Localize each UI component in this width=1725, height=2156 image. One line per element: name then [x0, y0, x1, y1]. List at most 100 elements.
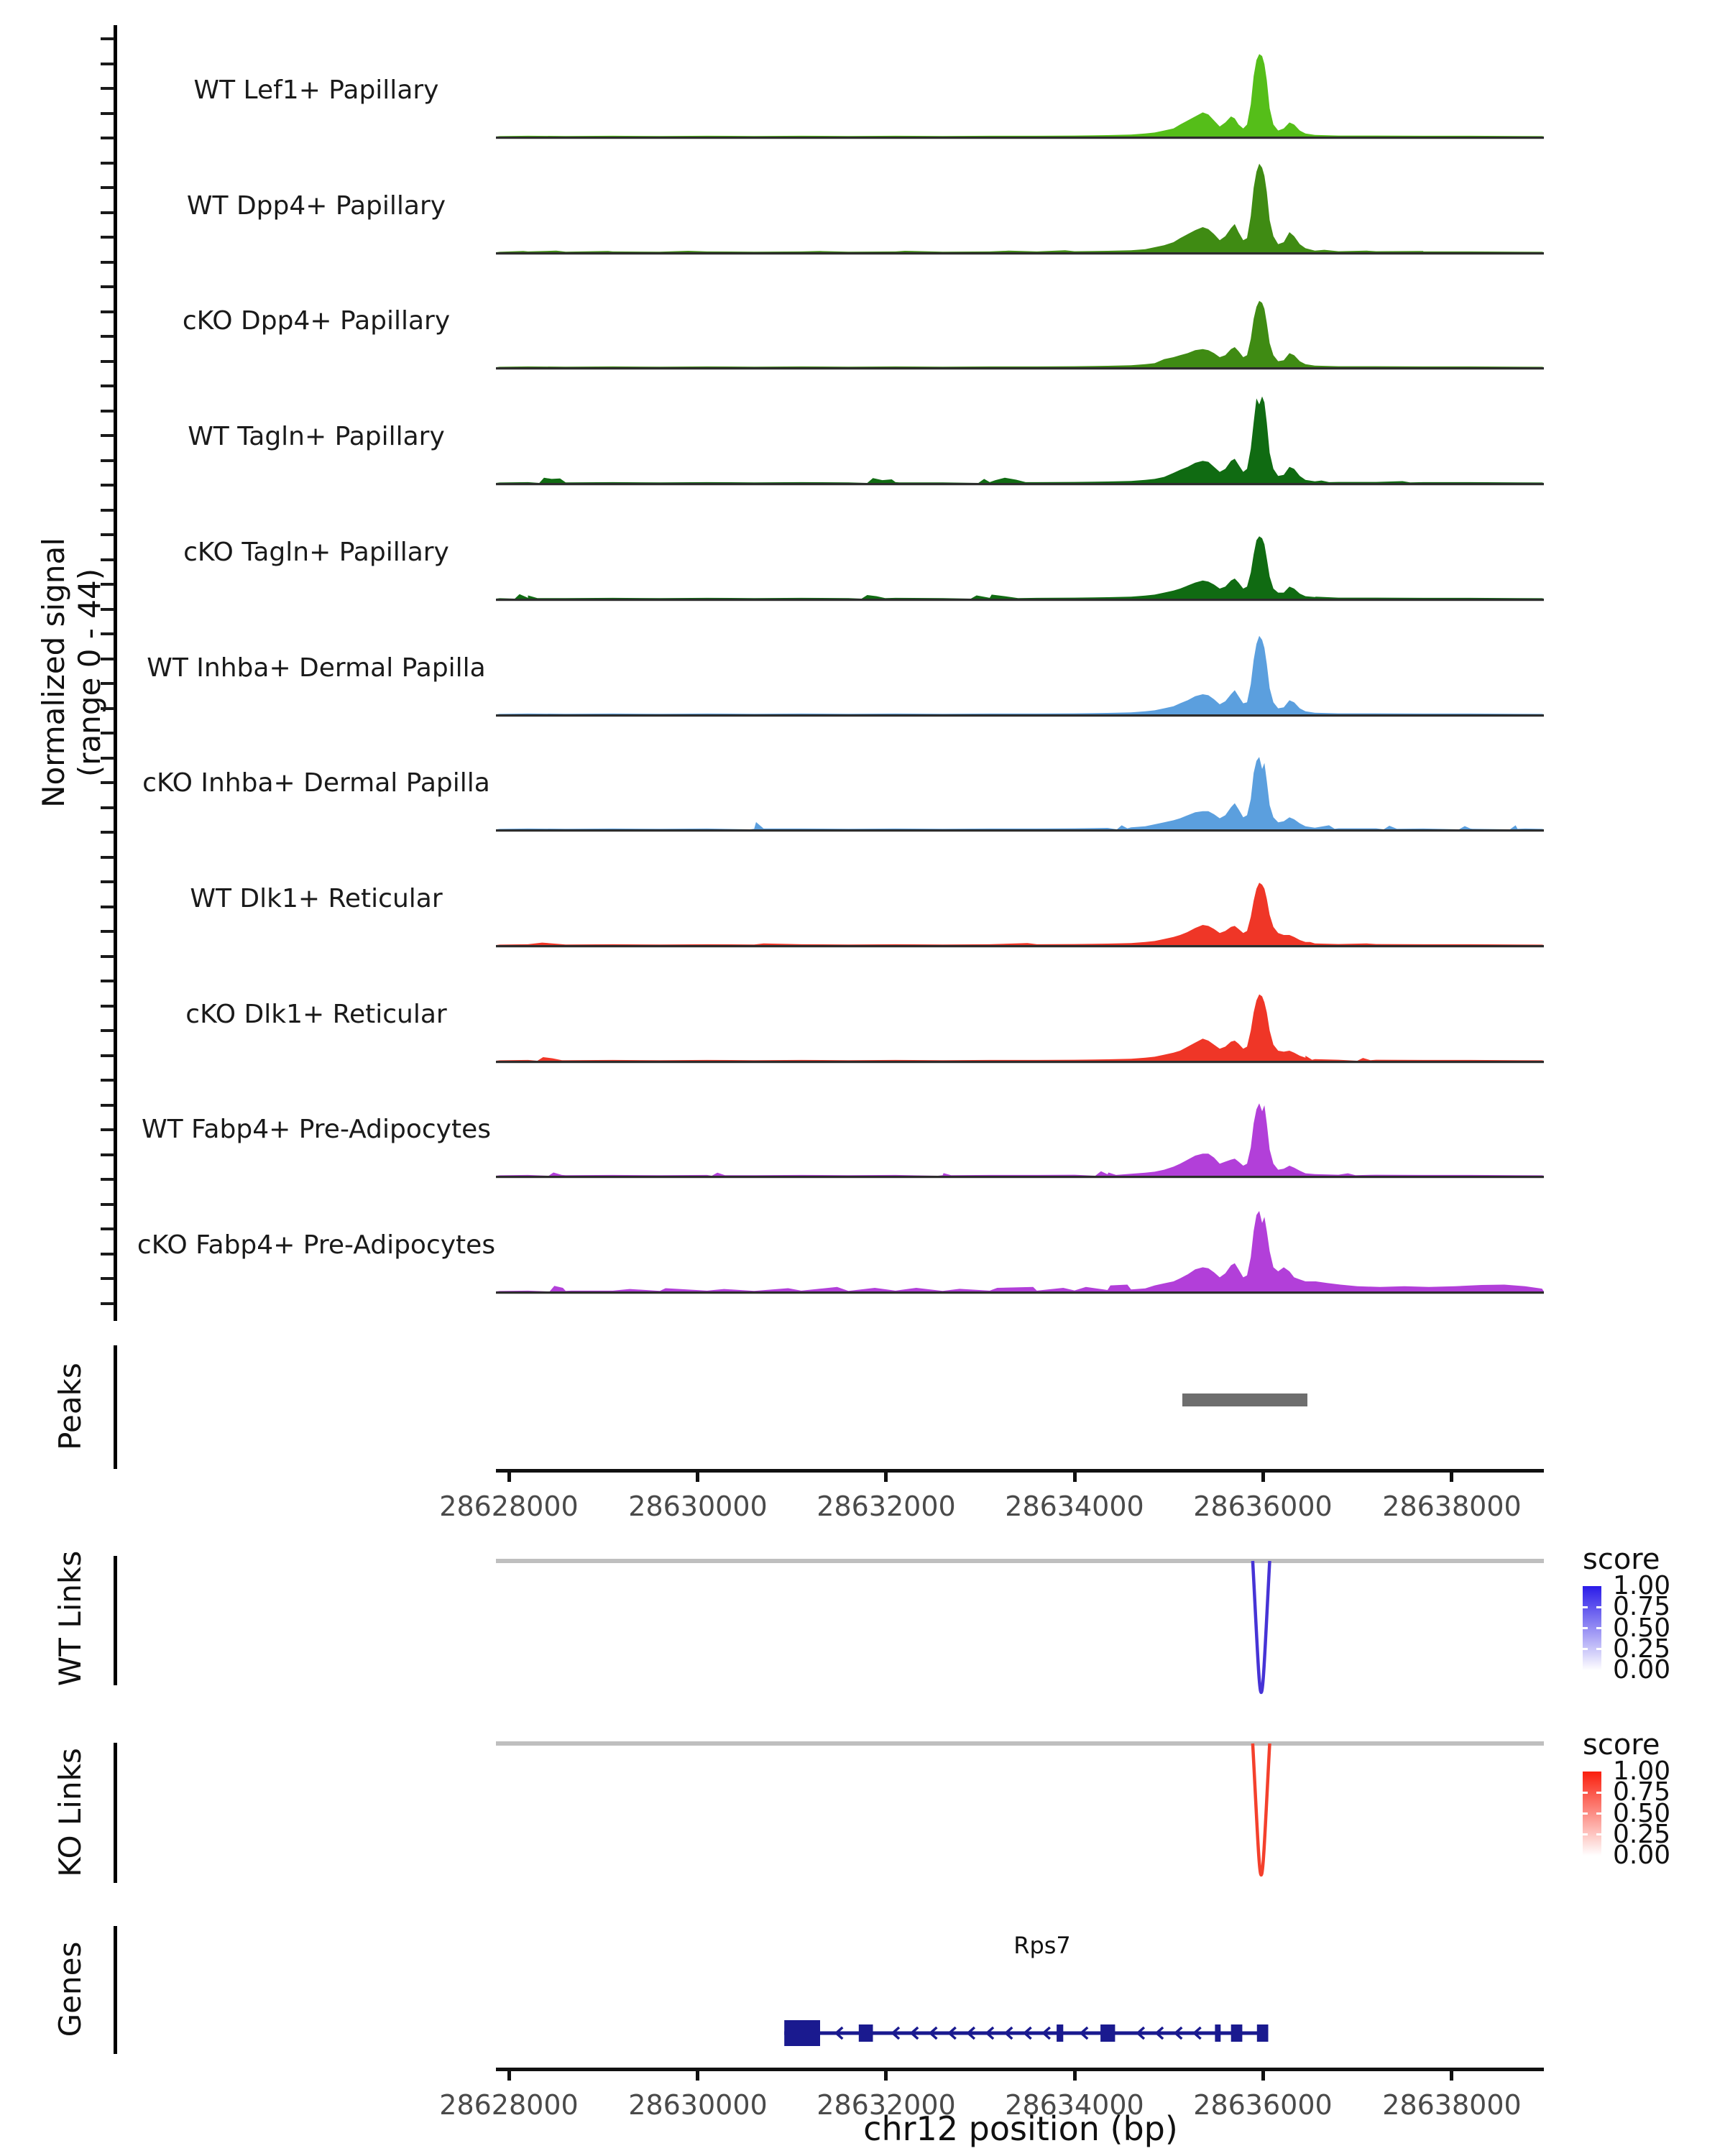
- genes-axis-bar: [114, 1926, 117, 2054]
- gene-exon: [858, 2024, 873, 2042]
- strand-arrow-left-icon: [1173, 2026, 1183, 2040]
- signal-axis-tick: [101, 310, 114, 313]
- signal-axis-tick: [101, 880, 114, 883]
- legend-tick-white: [1596, 1627, 1601, 1629]
- axis-tick-label: 28630000: [628, 2089, 768, 2121]
- signal-axis-tick: [101, 137, 114, 139]
- axis-tick-label: 28632000: [816, 1491, 956, 1522]
- gene-exon: [1230, 2024, 1243, 2042]
- signal-axis-tick: [101, 980, 114, 982]
- strand-arrow-left-icon: [1136, 2026, 1146, 2040]
- links-loop-area: [1251, 1743, 1271, 1877]
- track-label: WT Dpp4+ Papillary: [186, 190, 446, 221]
- links-top-line: [496, 1559, 1544, 1563]
- track-signal-area: [496, 883, 1544, 948]
- track-label: WT Lef1+ Papillary: [193, 75, 439, 105]
- signal-polygon: [496, 883, 1544, 945]
- axis-tick-label: 28628000: [439, 1491, 579, 1522]
- axis-tick-label: 28630000: [628, 1491, 768, 1522]
- ko-links-axis-label: KO Links: [52, 1748, 88, 1877]
- track-label: WT Inhba+ Dermal Papilla: [147, 653, 486, 683]
- strand-arrow-left-icon: [985, 2026, 995, 2040]
- track-label: WT Dlk1+ Reticular: [190, 883, 443, 913]
- signal-axis-tick: [101, 1277, 114, 1280]
- signal-axis-tick: [101, 211, 114, 214]
- genes-axis-label: Genes: [52, 1941, 88, 2037]
- signal-axis-tick: [101, 632, 114, 635]
- strand-arrow-left-icon: [1022, 2026, 1032, 2040]
- gene-model-area: [784, 2020, 1269, 2046]
- axis-tick: [1073, 1473, 1077, 1482]
- signal-axis-tick: [101, 1005, 114, 1008]
- signal-axis-tick: [101, 1227, 114, 1230]
- strand-arrow-left-icon: [1041, 2026, 1051, 2040]
- signal-polygon: [496, 757, 1544, 830]
- legend-tick-white: [1583, 1792, 1588, 1794]
- signal-axis-tick: [101, 360, 114, 363]
- signal-axis-tick: [101, 1302, 114, 1305]
- signal-axis-tick: [101, 930, 114, 933]
- signal-axis-tick: [101, 434, 114, 437]
- signal-axis-label-line2: (range 0 - 44): [72, 568, 107, 778]
- signal-axis-tick: [101, 831, 114, 834]
- peak-bar: [1182, 1393, 1307, 1406]
- signal-axis-tick: [101, 162, 114, 165]
- link-loop: [1251, 1560, 1271, 1695]
- signal-axis-tick: [101, 906, 114, 908]
- signal-polygon: [496, 1103, 1544, 1176]
- signal-axis-tick: [101, 186, 114, 189]
- signal-axis-tick: [101, 1253, 114, 1256]
- axis-tick-label: 28638000: [1382, 1491, 1522, 1522]
- axis-tick-label: 28628000: [439, 2089, 579, 2121]
- signal-axis-tick: [101, 707, 114, 710]
- signal-polygon: [496, 1211, 1544, 1291]
- signal-axis-tick: [101, 806, 114, 809]
- axis-tick-label: 28634000: [1005, 2089, 1144, 2121]
- signal-axis-tick: [101, 732, 114, 734]
- legend-tick-white: [1596, 1792, 1601, 1794]
- signal-polygon: [496, 300, 1544, 368]
- axis-tick-label: 28636000: [1193, 1491, 1333, 1522]
- strand-arrow-left-icon: [947, 2026, 957, 2040]
- signal-axis-tick: [101, 533, 114, 536]
- signal-axis-tick: [101, 1054, 114, 1057]
- gene-name-label: Rps7: [1013, 1932, 1071, 1959]
- legend-tick-white: [1583, 1833, 1588, 1835]
- axis-line: [496, 2068, 1544, 2071]
- peaks-axis-label: Peaks: [52, 1363, 88, 1450]
- ko-score-legend-title: score: [1583, 1728, 1660, 1761]
- signal-axis-tick: [101, 112, 114, 115]
- track-baseline: [496, 483, 1544, 486]
- signal-axis-tick: [101, 509, 114, 512]
- track-label: cKO Inhba+ Dermal Papilla: [142, 768, 490, 798]
- x-axis-title: chr12 position (bp): [863, 2109, 1178, 2148]
- strand-arrow-left-icon: [966, 2026, 976, 2040]
- track-baseline: [496, 1060, 1544, 1063]
- track-signal-area: [496, 1103, 1544, 1179]
- signal-axis-tick: [101, 682, 114, 685]
- axis-tick: [884, 1473, 888, 1482]
- signal-axis-tick: [101, 459, 114, 462]
- links-top-line: [496, 1741, 1544, 1746]
- signal-axis-tick: [101, 1104, 114, 1107]
- signal-axis-tick: [101, 757, 114, 760]
- signal-axis-tick: [101, 1128, 114, 1131]
- gene-exon: [1215, 2024, 1221, 2042]
- strand-arrow-left-icon: [928, 2026, 938, 2040]
- track-signal-area: [496, 535, 1544, 601]
- track-baseline: [496, 944, 1544, 948]
- wt-links-axis-label: WT Links: [52, 1550, 88, 1687]
- track-baseline: [496, 252, 1544, 254]
- signal-axis-tick: [101, 335, 114, 338]
- peaks-axis-bar: [114, 1345, 117, 1469]
- track-signal-area: [496, 635, 1544, 717]
- gene-exon: [1057, 2024, 1064, 2042]
- signal-axis-tick: [101, 1079, 114, 1082]
- legend-tick-white: [1596, 1648, 1601, 1650]
- track-signal-area: [496, 300, 1544, 370]
- legend-tick-white: [1583, 1648, 1588, 1650]
- axis-tick: [1450, 1473, 1453, 1482]
- track-label: WT Tagln+ Papillary: [188, 422, 445, 452]
- signal-axis-tick: [101, 261, 114, 264]
- signal-polygon: [496, 396, 1544, 484]
